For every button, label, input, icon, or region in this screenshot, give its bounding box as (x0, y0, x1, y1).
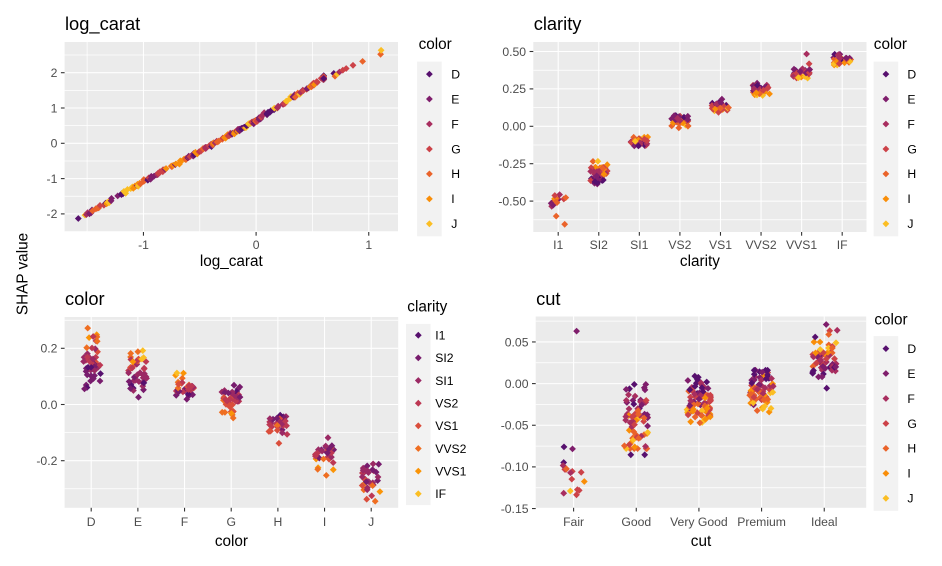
svg-text:0.0: 0.0 (40, 398, 57, 412)
svg-text:SI1: SI1 (435, 374, 454, 388)
svg-text:IF: IF (837, 238, 848, 252)
svg-text:SI2: SI2 (590, 238, 609, 252)
svg-text:IF: IF (435, 487, 446, 501)
svg-text:H: H (907, 167, 916, 181)
svg-text:color: color (874, 312, 907, 329)
svg-text:-0.2: -0.2 (36, 454, 57, 468)
svg-text:D: D (451, 67, 460, 81)
svg-text:0: 0 (51, 137, 58, 151)
svg-text:G: G (226, 515, 235, 529)
svg-text:VS2: VS2 (668, 238, 691, 252)
svg-text:VVS1: VVS1 (786, 238, 817, 252)
svg-text:G: G (907, 142, 916, 156)
svg-text:0.00: 0.00 (505, 377, 529, 391)
svg-text:2: 2 (51, 66, 58, 80)
svg-text:Fair: Fair (563, 515, 584, 529)
svg-text:1: 1 (365, 238, 372, 252)
svg-text:VVS1: VVS1 (435, 464, 466, 478)
svg-text:SI1: SI1 (630, 238, 649, 252)
svg-text:color: color (215, 533, 248, 550)
svg-text:0.00: 0.00 (502, 120, 526, 134)
svg-text:E: E (134, 515, 142, 529)
svg-text:VVS2: VVS2 (435, 442, 466, 456)
svg-text:VS1: VS1 (709, 238, 732, 252)
svg-text:0.2: 0.2 (40, 342, 57, 356)
svg-text:J: J (451, 217, 457, 231)
svg-text:F: F (451, 117, 458, 131)
svg-text:E: E (451, 92, 459, 106)
svg-text:Good: Good (621, 515, 651, 529)
svg-text:Premium: Premium (737, 515, 786, 529)
svg-text:G: G (907, 417, 916, 431)
svg-text:I: I (907, 192, 910, 206)
svg-text:J: J (907, 492, 913, 506)
svg-text:clarity: clarity (534, 13, 583, 34)
svg-text:G: G (451, 142, 460, 156)
svg-text:VVS2: VVS2 (746, 238, 777, 252)
svg-text:D: D (907, 342, 916, 356)
svg-text:color: color (419, 36, 452, 53)
svg-text:D: D (907, 67, 916, 81)
svg-text:Very Good: Very Good (670, 515, 728, 529)
svg-text:E: E (907, 92, 915, 106)
svg-text:F: F (907, 392, 914, 406)
svg-text:cut: cut (691, 533, 712, 550)
svg-text:0.05: 0.05 (505, 335, 529, 349)
svg-text:J: J (368, 515, 374, 529)
svg-text:J: J (907, 217, 913, 231)
svg-text:I1: I1 (435, 329, 445, 343)
svg-text:-0.25: -0.25 (498, 157, 526, 171)
svg-text:Ideal: Ideal (811, 515, 837, 529)
svg-text:color: color (65, 288, 105, 309)
svg-text:0.25: 0.25 (502, 82, 526, 96)
svg-text:VS2: VS2 (435, 397, 458, 411)
svg-text:-1: -1 (138, 238, 149, 252)
svg-text:-2: -2 (47, 207, 58, 221)
svg-text:H: H (907, 442, 916, 456)
svg-text:-0.50: -0.50 (498, 194, 526, 208)
svg-text:clarity: clarity (680, 253, 720, 270)
svg-text:I1: I1 (553, 238, 563, 252)
svg-text:log_carat: log_carat (200, 253, 264, 270)
svg-text:-1: -1 (47, 172, 58, 186)
svg-text:F: F (907, 117, 914, 131)
svg-text:log_carat: log_carat (65, 13, 140, 35)
svg-text:I: I (907, 467, 910, 481)
svg-text:SI2: SI2 (435, 351, 454, 365)
svg-text:0: 0 (253, 238, 260, 252)
svg-text:SHAP value: SHAP value (15, 233, 32, 315)
svg-text:D: D (87, 515, 96, 529)
svg-text:0.50: 0.50 (502, 45, 526, 59)
svg-text:H: H (273, 515, 282, 529)
svg-text:F: F (181, 515, 188, 529)
svg-text:cut: cut (536, 288, 560, 309)
svg-text:clarity: clarity (407, 298, 447, 315)
svg-text:I: I (323, 515, 326, 529)
svg-text:E: E (907, 367, 915, 381)
svg-text:I: I (451, 192, 454, 206)
svg-text:-0.05: -0.05 (501, 419, 529, 433)
svg-text:-0.15: -0.15 (501, 502, 529, 516)
svg-text:H: H (451, 167, 460, 181)
svg-text:VS1: VS1 (435, 419, 458, 433)
svg-text:color: color (874, 36, 907, 53)
svg-text:-0.10: -0.10 (501, 460, 529, 474)
svg-text:1: 1 (51, 101, 58, 115)
